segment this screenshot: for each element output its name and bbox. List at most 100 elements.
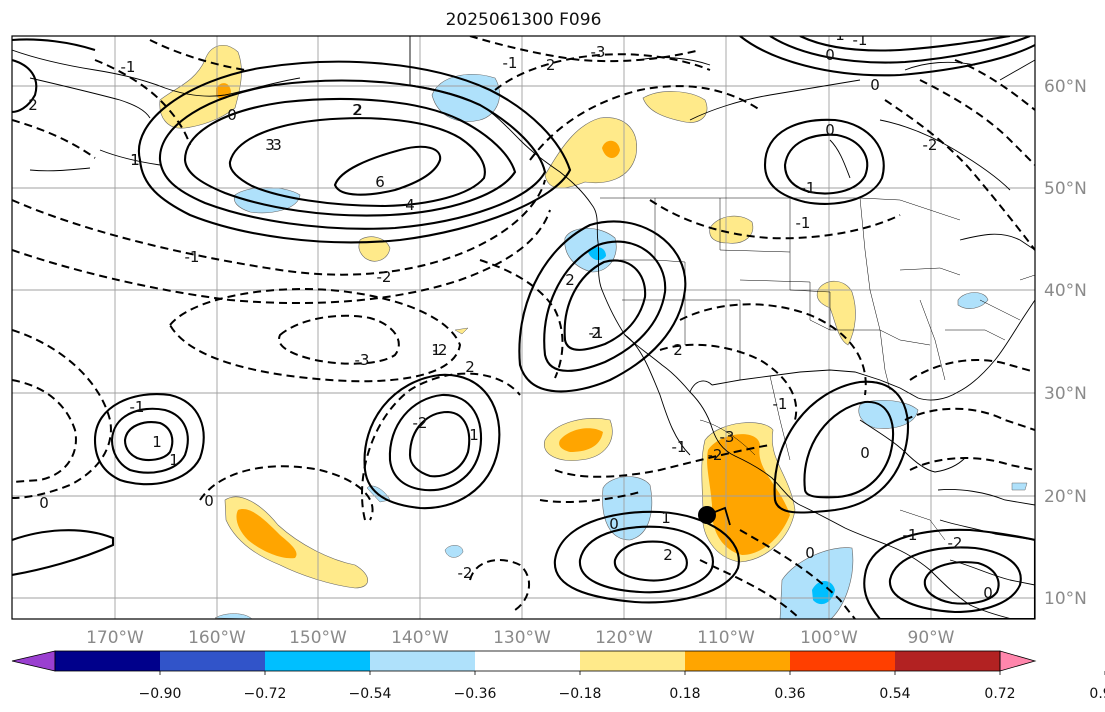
colorbar: −0.90 −0.72 −0.54 −0.36 −0.18 0.18 0.36 0.54 0.7… — [11, 650, 1105, 702]
contour-neg-17 — [884, 99, 1035, 251]
shade-small-yellow — [454, 327, 469, 335]
shade-gulf-orange — [602, 140, 620, 158]
colorbar-tick-label: 0.18 — [669, 686, 700, 702]
lat-tick-label: 30°N — [1044, 384, 1087, 404]
contour-label: -1 — [672, 438, 687, 456]
contour-neg-4 — [12, 329, 112, 499]
contour-pos-eastpac — [553, 510, 740, 604]
contour-pos-topleft2 — [12, 58, 38, 114]
colorbar-swatch — [160, 651, 266, 671]
contour-neg-22 — [554, 444, 771, 478]
contour-neg-15 — [904, 407, 1035, 431]
contour-label: -3 — [591, 43, 606, 61]
contour-neg-7 — [361, 372, 521, 521]
contour-label: -3 — [720, 428, 735, 446]
latitude-labels: 60°N 50°N 40°N 30°N 20°N 10°N — [1044, 77, 1087, 609]
contour-label: -1 — [185, 248, 200, 266]
map-background — [12, 36, 1035, 619]
contour-pos-midpac — [363, 373, 501, 510]
lon-tick-label: 130°W — [493, 628, 551, 648]
contour-label: -1 — [773, 395, 788, 413]
contour-neg-11 — [649, 199, 901, 240]
contour-label: -1 — [121, 58, 136, 76]
lon-tick-label: 150°W — [289, 628, 347, 648]
contour-label: 0 — [204, 492, 214, 510]
colorbar-tick-label: −0.72 — [244, 686, 287, 702]
contour-pos-canada2 — [783, 133, 869, 195]
colorbar-extend-low — [11, 650, 56, 672]
contour-label: -2 — [948, 534, 963, 552]
shade-eastpacific-blue — [602, 476, 653, 541]
positive-contours — [12, 36, 1035, 619]
contour-label: -1 — [801, 179, 816, 197]
contour-label: -1 — [130, 398, 145, 416]
contour-label: 0 — [609, 515, 619, 533]
contour-pos-eastpac2 — [578, 525, 714, 594]
contour-label: -3 — [355, 351, 370, 369]
positive-anomaly-shading — [159, 45, 856, 589]
contour-label: 4 — [405, 196, 415, 214]
colorbar-swatch — [265, 651, 371, 671]
contour-label: 3 — [265, 136, 275, 154]
marker-tail — [706, 506, 731, 526]
contour-label: -1 — [796, 214, 811, 232]
contour-label: 6 — [375, 173, 385, 191]
contour-neg-5 — [12, 379, 77, 483]
contour-label: -1 — [589, 324, 604, 342]
contour-label: 0 — [39, 494, 49, 512]
contour-pos-ne — [739, 36, 1035, 77]
contour-label: 1 — [661, 509, 671, 527]
shade-hawaii-orange — [236, 509, 297, 559]
colorbar-swatch — [580, 651, 686, 671]
contour-label: 1 — [469, 426, 479, 444]
contour-pos-westpac3 — [123, 421, 174, 462]
contour-neg-6 — [199, 465, 374, 521]
contour-label: 0 — [825, 46, 835, 64]
contour-neg-18 — [919, 79, 1035, 166]
colorbar-swatch — [475, 651, 581, 671]
contour-pos-eastpac3 — [613, 540, 688, 582]
contour-pos-canada — [763, 118, 885, 205]
lat-tick-label: 40°N — [1044, 281, 1087, 301]
contour-neg-19 — [954, 59, 1035, 111]
shade-oregon-deepblue — [588, 247, 606, 261]
shade-midwest-yellow — [816, 280, 856, 346]
contour-neg-14 — [909, 359, 1035, 381]
contour-label: 0 — [805, 544, 815, 562]
contour-pos-midpac2 — [388, 393, 483, 492]
contour-label: 0 — [860, 444, 870, 462]
lon-tick-label: 110°W — [697, 628, 755, 648]
contour-neg-13 — [679, 303, 867, 396]
contour-pos-gulf2 — [803, 400, 894, 499]
contour-pos-1 — [137, 60, 572, 244]
contour-label: -2 — [541, 56, 556, 74]
contour-neg-28 — [479, 259, 564, 379]
shade-mexico-orange — [707, 434, 790, 555]
contour-label: -1 — [853, 31, 868, 49]
contour-pos-westcoast — [518, 220, 687, 393]
map-title: 2025061300 F096 — [445, 10, 602, 30]
contour-label: 2 — [352, 101, 362, 119]
contour-pos-carib3 — [923, 561, 1000, 605]
contour-label: 1 — [169, 451, 179, 469]
contour-neg-26 — [12, 119, 96, 159]
contour-neg-2 — [12, 209, 551, 305]
contour-label: -1 — [503, 54, 518, 72]
contour-neg-1 — [12, 179, 546, 276]
colorbar-tick-label: −0.18 — [559, 686, 602, 702]
lon-tick-label: 160°W — [188, 628, 246, 648]
contour-pos-ne2 — [769, 36, 1031, 64]
colorbar-tick-label: −0.90 — [139, 686, 182, 702]
shade-gulf-yellow — [544, 117, 637, 189]
shade-canada-yellow — [642, 91, 708, 123]
contour-label: 2 — [353, 101, 363, 119]
shade-great-lakes-blue — [957, 292, 989, 309]
colorbar-swatch — [895, 651, 1001, 671]
contour-neg-12 — [659, 343, 798, 421]
contour-label: -2 — [458, 564, 473, 582]
colorbar-swatch — [685, 651, 791, 671]
contour-label: 1 — [835, 26, 845, 44]
